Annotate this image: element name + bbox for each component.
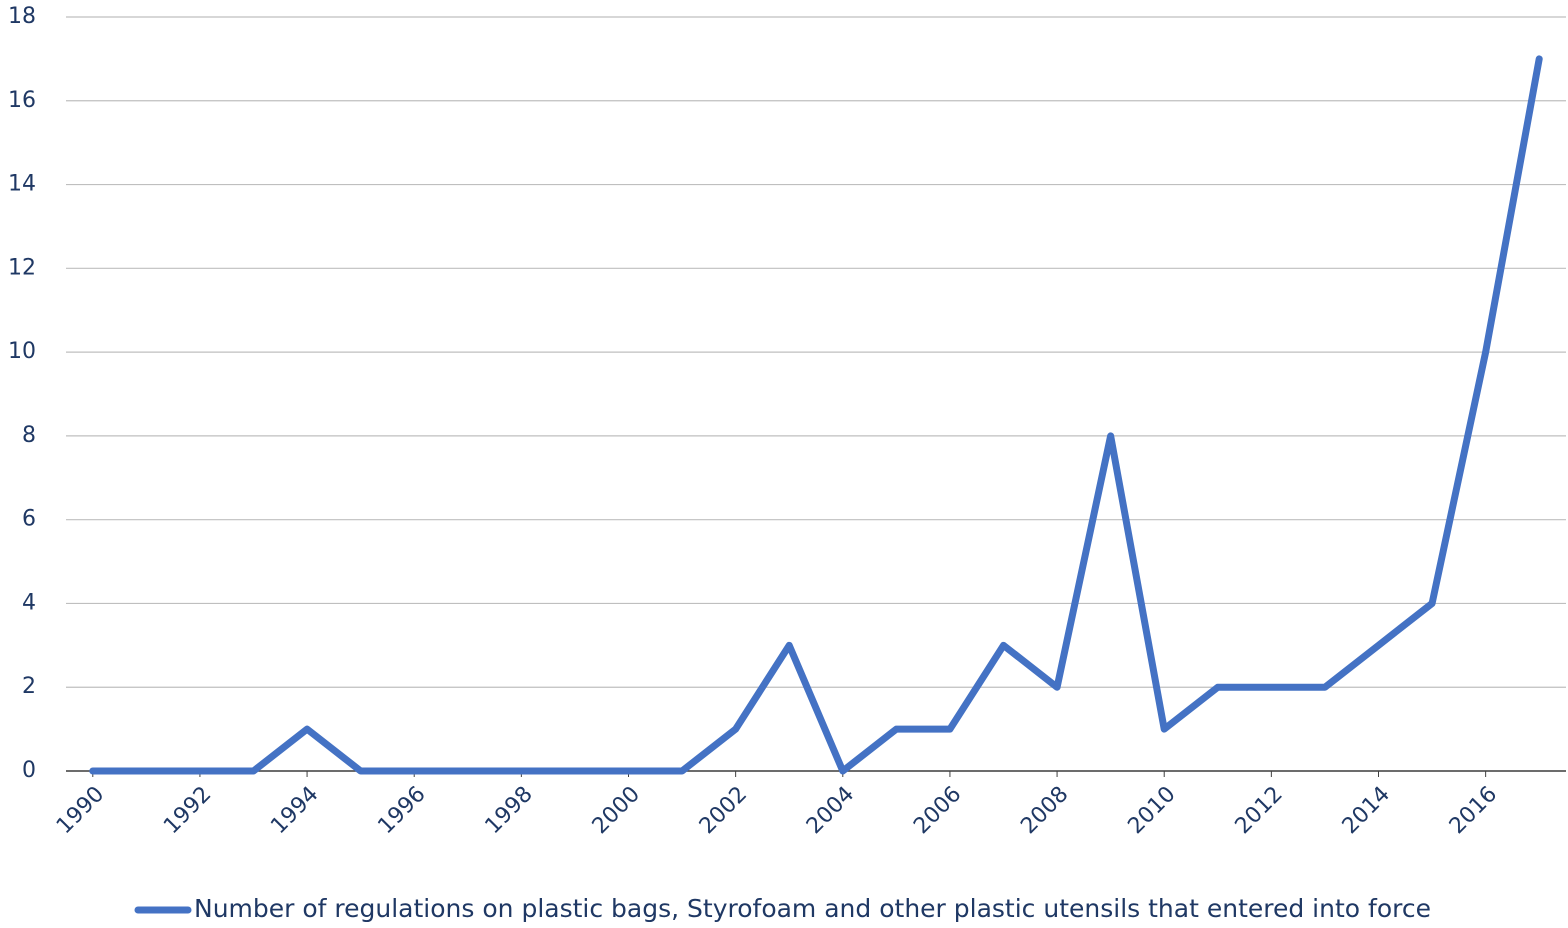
y-tick-label: 16 xyxy=(8,88,36,113)
data-line xyxy=(89,55,1543,775)
x-tick-label: 2008 xyxy=(1016,782,1073,839)
y-tick-label: 0 xyxy=(22,758,36,783)
y-tick-label: 8 xyxy=(22,423,36,448)
x-tick-label: 2010 xyxy=(1123,782,1180,839)
x-tick-label: 2004 xyxy=(802,782,859,839)
x-tick-label: 2000 xyxy=(588,782,645,839)
x-tick-label: 2012 xyxy=(1231,782,1288,839)
x-tick-label: 2002 xyxy=(695,782,752,839)
x-tick-label: 2016 xyxy=(1445,782,1502,839)
y-tick-label: 2 xyxy=(22,674,36,699)
y-tick-label: 4 xyxy=(22,590,36,615)
y-tick-label: 10 xyxy=(8,339,36,364)
x-tick-label: 1996 xyxy=(373,782,430,839)
y-tick-label: 12 xyxy=(8,255,36,280)
y-tick-label: 6 xyxy=(22,507,36,532)
legend-label: Number of regulations on plastic bags, S… xyxy=(194,894,1431,923)
y-tick-label: 14 xyxy=(8,172,36,197)
x-tick-label: 1994 xyxy=(266,782,323,839)
x-tick-label: 2006 xyxy=(909,782,966,839)
x-tick-label: 2014 xyxy=(1338,782,1395,839)
x-tick-label: 1990 xyxy=(52,782,109,839)
x-tick-label: 1992 xyxy=(159,782,216,839)
y-tick-label: 18 xyxy=(8,4,36,29)
x-tick-label: 1998 xyxy=(481,782,538,839)
